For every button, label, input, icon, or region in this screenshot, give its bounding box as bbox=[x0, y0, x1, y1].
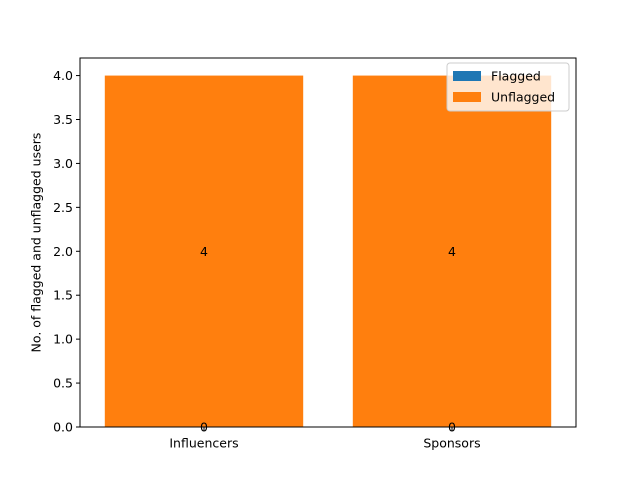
y-tick-label: 1.0 bbox=[53, 332, 73, 347]
legend-swatch-flagged bbox=[453, 71, 481, 81]
x-tick-label-influencers: Influencers bbox=[169, 436, 238, 451]
legend-label-unflagged: Unflagged bbox=[491, 90, 555, 105]
y-axis: 0.0 0.5 1.0 1.5 2.0 2.5 3.0 3.5 4.0 bbox=[53, 68, 80, 435]
legend-swatch-unflagged bbox=[453, 92, 481, 102]
y-tick-label: 2.5 bbox=[53, 200, 73, 215]
plot-area-frame bbox=[79, 57, 577, 428]
x-axis: Influencers Sponsors bbox=[169, 427, 481, 451]
x-tick-label-sponsors: Sponsors bbox=[423, 436, 480, 451]
y-tick-label: 3.0 bbox=[53, 156, 73, 171]
y-tick-label: 3.5 bbox=[53, 112, 73, 127]
y-axis-label: No. of flagged and unflagged users bbox=[29, 133, 44, 353]
y-tick-label: 1.5 bbox=[53, 288, 73, 303]
y-tick-label: 4.0 bbox=[53, 68, 73, 83]
bars-layer bbox=[104, 75, 552, 428]
data-label-unflagged-sponsors: 4 bbox=[448, 244, 456, 259]
bar-unflagged-influencers bbox=[104, 75, 304, 428]
legend-label-flagged: Flagged bbox=[491, 69, 541, 84]
bar-unflagged-sponsors bbox=[352, 75, 552, 428]
legend: Flagged Unflagged bbox=[446, 62, 570, 112]
y-tick-label: 0.5 bbox=[53, 376, 73, 391]
data-label-unflagged-influencers: 4 bbox=[200, 244, 208, 259]
y-tick-label: 2.0 bbox=[53, 244, 73, 259]
y-tick-label: 0.0 bbox=[53, 420, 73, 435]
